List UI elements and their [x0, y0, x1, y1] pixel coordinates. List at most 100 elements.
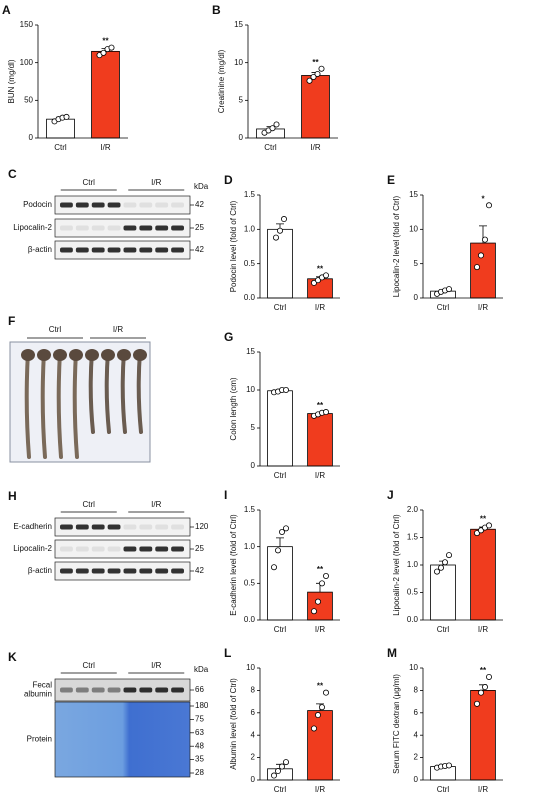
data-point — [269, 125, 276, 132]
y-axis-label: Podocin level (fold of Ctrl) — [229, 200, 238, 292]
data-point — [270, 772, 277, 779]
y-tick-label: 0 — [251, 461, 256, 470]
cecum — [21, 349, 35, 361]
band — [91, 247, 105, 253]
data-point — [477, 689, 484, 696]
group-label: Ctrl — [83, 178, 96, 187]
x-tick-label: I/R — [478, 625, 488, 634]
y-tick-label: 1.5 — [244, 190, 256, 199]
band — [139, 247, 153, 253]
marker-label: 180 — [195, 701, 209, 710]
y-tick-label: 6 — [251, 708, 256, 717]
data-point — [270, 564, 277, 571]
row-label: Fecal — [32, 681, 52, 690]
band — [75, 568, 89, 574]
y-tick-label: 0 — [239, 133, 244, 142]
data-point — [310, 608, 317, 615]
row-label: Lipocalin-2 — [13, 544, 52, 553]
x-tick-label: Ctrl — [274, 303, 287, 312]
data-point — [310, 73, 317, 80]
unit-label: kDa — [194, 182, 209, 191]
data-point — [322, 272, 329, 279]
data-point — [310, 279, 317, 286]
data-point — [314, 70, 321, 77]
y-axis-label: Serum FITC dextran (μg/ml) — [392, 674, 401, 774]
bar — [307, 591, 333, 621]
data-point — [306, 77, 313, 84]
bar — [301, 75, 330, 139]
band — [123, 524, 137, 530]
panel-letter: C — [8, 167, 17, 181]
bar — [470, 242, 496, 299]
x-tick-label: Ctrl — [274, 471, 287, 480]
band — [107, 247, 121, 253]
band — [155, 546, 169, 552]
y-tick-label: 2.0 — [407, 505, 419, 514]
data-point — [485, 522, 492, 529]
y-tick-label: 10 — [409, 663, 418, 672]
bar — [267, 390, 293, 467]
band — [75, 202, 89, 208]
panel-letter: L — [224, 646, 231, 660]
marker-label: 28 — [195, 768, 204, 777]
panel-letter: D — [224, 173, 233, 187]
band — [75, 546, 89, 552]
marker-label: 42 — [195, 200, 204, 209]
marker-label: 63 — [195, 728, 204, 737]
cecum — [101, 349, 115, 361]
y-tick-label: 0.0 — [407, 615, 419, 624]
significance: ** — [102, 37, 109, 46]
data-point — [280, 216, 287, 223]
band — [155, 225, 169, 231]
x-tick-label: I/R — [315, 785, 325, 794]
data-point — [108, 44, 115, 51]
cecum — [53, 349, 67, 361]
band — [139, 568, 153, 574]
cecum — [69, 349, 83, 361]
y-tick-label: 1.0 — [244, 224, 256, 233]
x-tick-label: I/R — [310, 143, 320, 152]
band — [123, 247, 137, 253]
band — [155, 687, 169, 693]
panel-letter: G — [224, 330, 233, 344]
significance: ** — [480, 515, 487, 524]
unit-label: kDa — [194, 665, 209, 674]
y-tick-label: 0 — [29, 133, 34, 142]
y-tick-label: 10 — [246, 385, 255, 394]
group-label: I/R — [151, 661, 161, 670]
x-tick-label: I/R — [478, 303, 488, 312]
data-point — [272, 234, 279, 241]
data-point — [318, 65, 325, 72]
x-tick-label: Ctrl — [274, 625, 287, 634]
band — [155, 524, 169, 530]
band — [171, 202, 184, 208]
row-label: Lipocalin-2 — [13, 223, 52, 232]
band — [123, 202, 137, 208]
data-point — [314, 712, 321, 719]
x-tick-label: Ctrl — [437, 303, 450, 312]
y-tick-label: 0 — [251, 775, 256, 784]
data-point — [63, 113, 70, 120]
y-tick-label: 0.5 — [407, 588, 419, 597]
band — [171, 568, 184, 574]
data-point — [278, 763, 285, 770]
panel-letter: I — [224, 488, 227, 502]
y-tick-label: 5 — [414, 259, 419, 268]
band — [107, 568, 121, 574]
data-point — [282, 386, 289, 393]
panel-letter: K — [8, 650, 17, 664]
panel-letter: A — [2, 3, 11, 17]
y-tick-label: 0.5 — [244, 578, 256, 587]
row-label: β-actin — [28, 566, 52, 575]
band — [155, 202, 169, 208]
band — [75, 247, 89, 253]
data-point — [318, 704, 325, 711]
band — [139, 687, 153, 693]
marker-label: 48 — [195, 741, 204, 750]
marker-label: 75 — [195, 715, 204, 724]
band — [60, 247, 73, 253]
colon — [104, 350, 111, 434]
data-point — [278, 529, 285, 536]
x-tick-label: I/R — [315, 625, 325, 634]
band — [171, 247, 184, 253]
